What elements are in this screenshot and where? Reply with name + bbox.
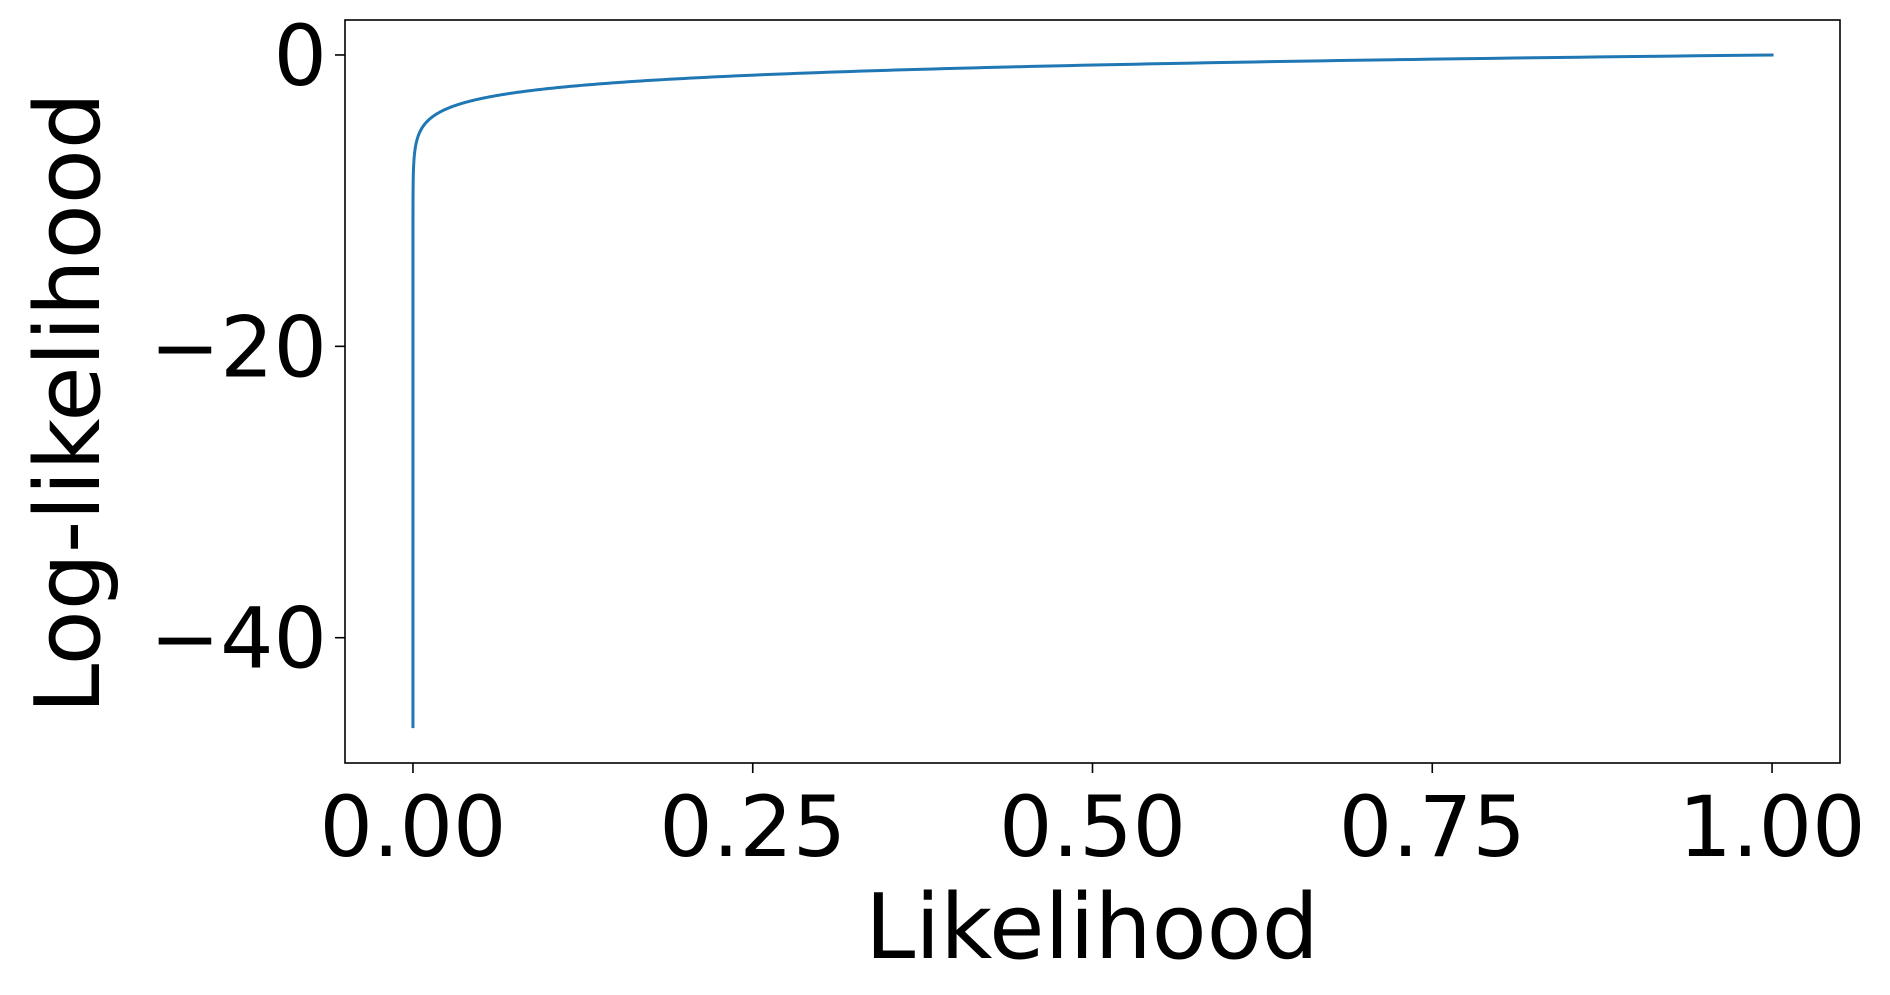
series-layer <box>411 53 1774 729</box>
x-tick-label: 0.75 <box>1339 778 1526 876</box>
y-tick-label: −40 <box>150 590 327 688</box>
x-tick-label: 0.00 <box>319 778 506 876</box>
series-line-0 <box>411 53 1774 729</box>
y-tick-label: −20 <box>150 298 327 396</box>
x-tick-label: 1.00 <box>1679 778 1866 876</box>
y-axis-label: Log-likelihood <box>16 92 121 714</box>
x-tick-label: 0.25 <box>659 778 846 876</box>
x-tick-label: 0.50 <box>999 778 1186 876</box>
x-axis: 0.00 0.25 0.50 0.75 1.00 <box>319 763 1866 876</box>
y-axis: 0 −20 −40 <box>150 7 345 688</box>
y-tick-label: 0 <box>274 7 327 105</box>
plot-area <box>345 20 1840 763</box>
x-axis-label: Likelihood <box>865 875 1319 980</box>
